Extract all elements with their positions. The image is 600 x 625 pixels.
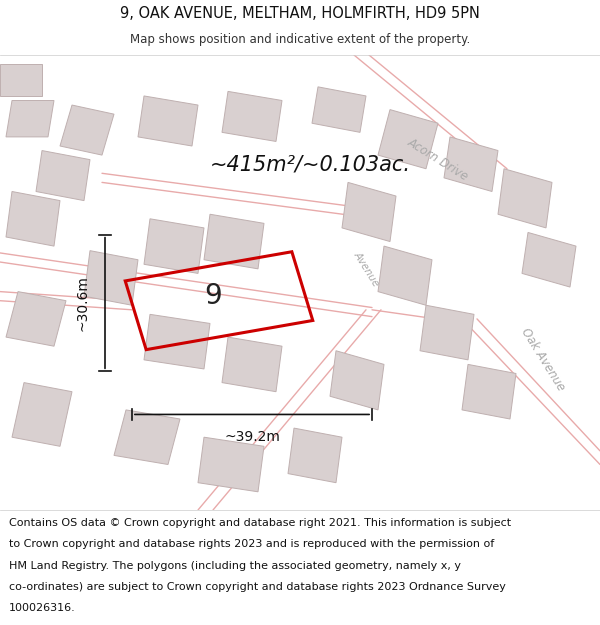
Polygon shape (60, 105, 114, 155)
Text: Oak Avenue: Oak Avenue (518, 326, 568, 394)
Polygon shape (222, 91, 282, 141)
Text: co-ordinates) are subject to Crown copyright and database rights 2023 Ordnance S: co-ordinates) are subject to Crown copyr… (9, 582, 506, 592)
Polygon shape (84, 251, 138, 305)
Polygon shape (144, 314, 210, 369)
Polygon shape (378, 246, 432, 305)
Text: Map shows position and indicative extent of the property.: Map shows position and indicative extent… (130, 33, 470, 46)
Polygon shape (522, 232, 576, 287)
Polygon shape (204, 214, 264, 269)
Polygon shape (6, 292, 66, 346)
Polygon shape (36, 151, 90, 201)
Polygon shape (198, 438, 264, 492)
Polygon shape (144, 219, 204, 273)
Text: ~39.2m: ~39.2m (224, 431, 280, 444)
Polygon shape (330, 351, 384, 410)
Polygon shape (378, 109, 438, 169)
Polygon shape (222, 337, 282, 392)
Polygon shape (312, 87, 366, 132)
Text: Avenue: Avenue (352, 249, 380, 288)
Text: HM Land Registry. The polygons (including the associated geometry, namely x, y: HM Land Registry. The polygons (includin… (9, 561, 461, 571)
Text: 9, OAK AVENUE, MELTHAM, HOLMFIRTH, HD9 5PN: 9, OAK AVENUE, MELTHAM, HOLMFIRTH, HD9 5… (120, 6, 480, 21)
Text: ~415m²/~0.103ac.: ~415m²/~0.103ac. (210, 154, 411, 174)
Text: Contains OS data © Crown copyright and database right 2021. This information is : Contains OS data © Crown copyright and d… (9, 518, 511, 528)
Polygon shape (462, 364, 516, 419)
Text: ~30.6m: ~30.6m (76, 275, 90, 331)
Text: Acorn Drive: Acorn Drive (405, 136, 471, 184)
Text: 9: 9 (204, 282, 222, 310)
Polygon shape (6, 101, 54, 137)
Polygon shape (138, 96, 198, 146)
Polygon shape (12, 382, 72, 446)
Polygon shape (420, 305, 474, 360)
Text: 100026316.: 100026316. (9, 603, 76, 613)
Polygon shape (288, 428, 342, 483)
Polygon shape (342, 182, 396, 241)
Polygon shape (498, 169, 552, 228)
Text: to Crown copyright and database rights 2023 and is reproduced with the permissio: to Crown copyright and database rights 2… (9, 539, 494, 549)
Polygon shape (444, 137, 498, 191)
Polygon shape (6, 191, 60, 246)
Polygon shape (0, 64, 42, 96)
Polygon shape (114, 410, 180, 464)
